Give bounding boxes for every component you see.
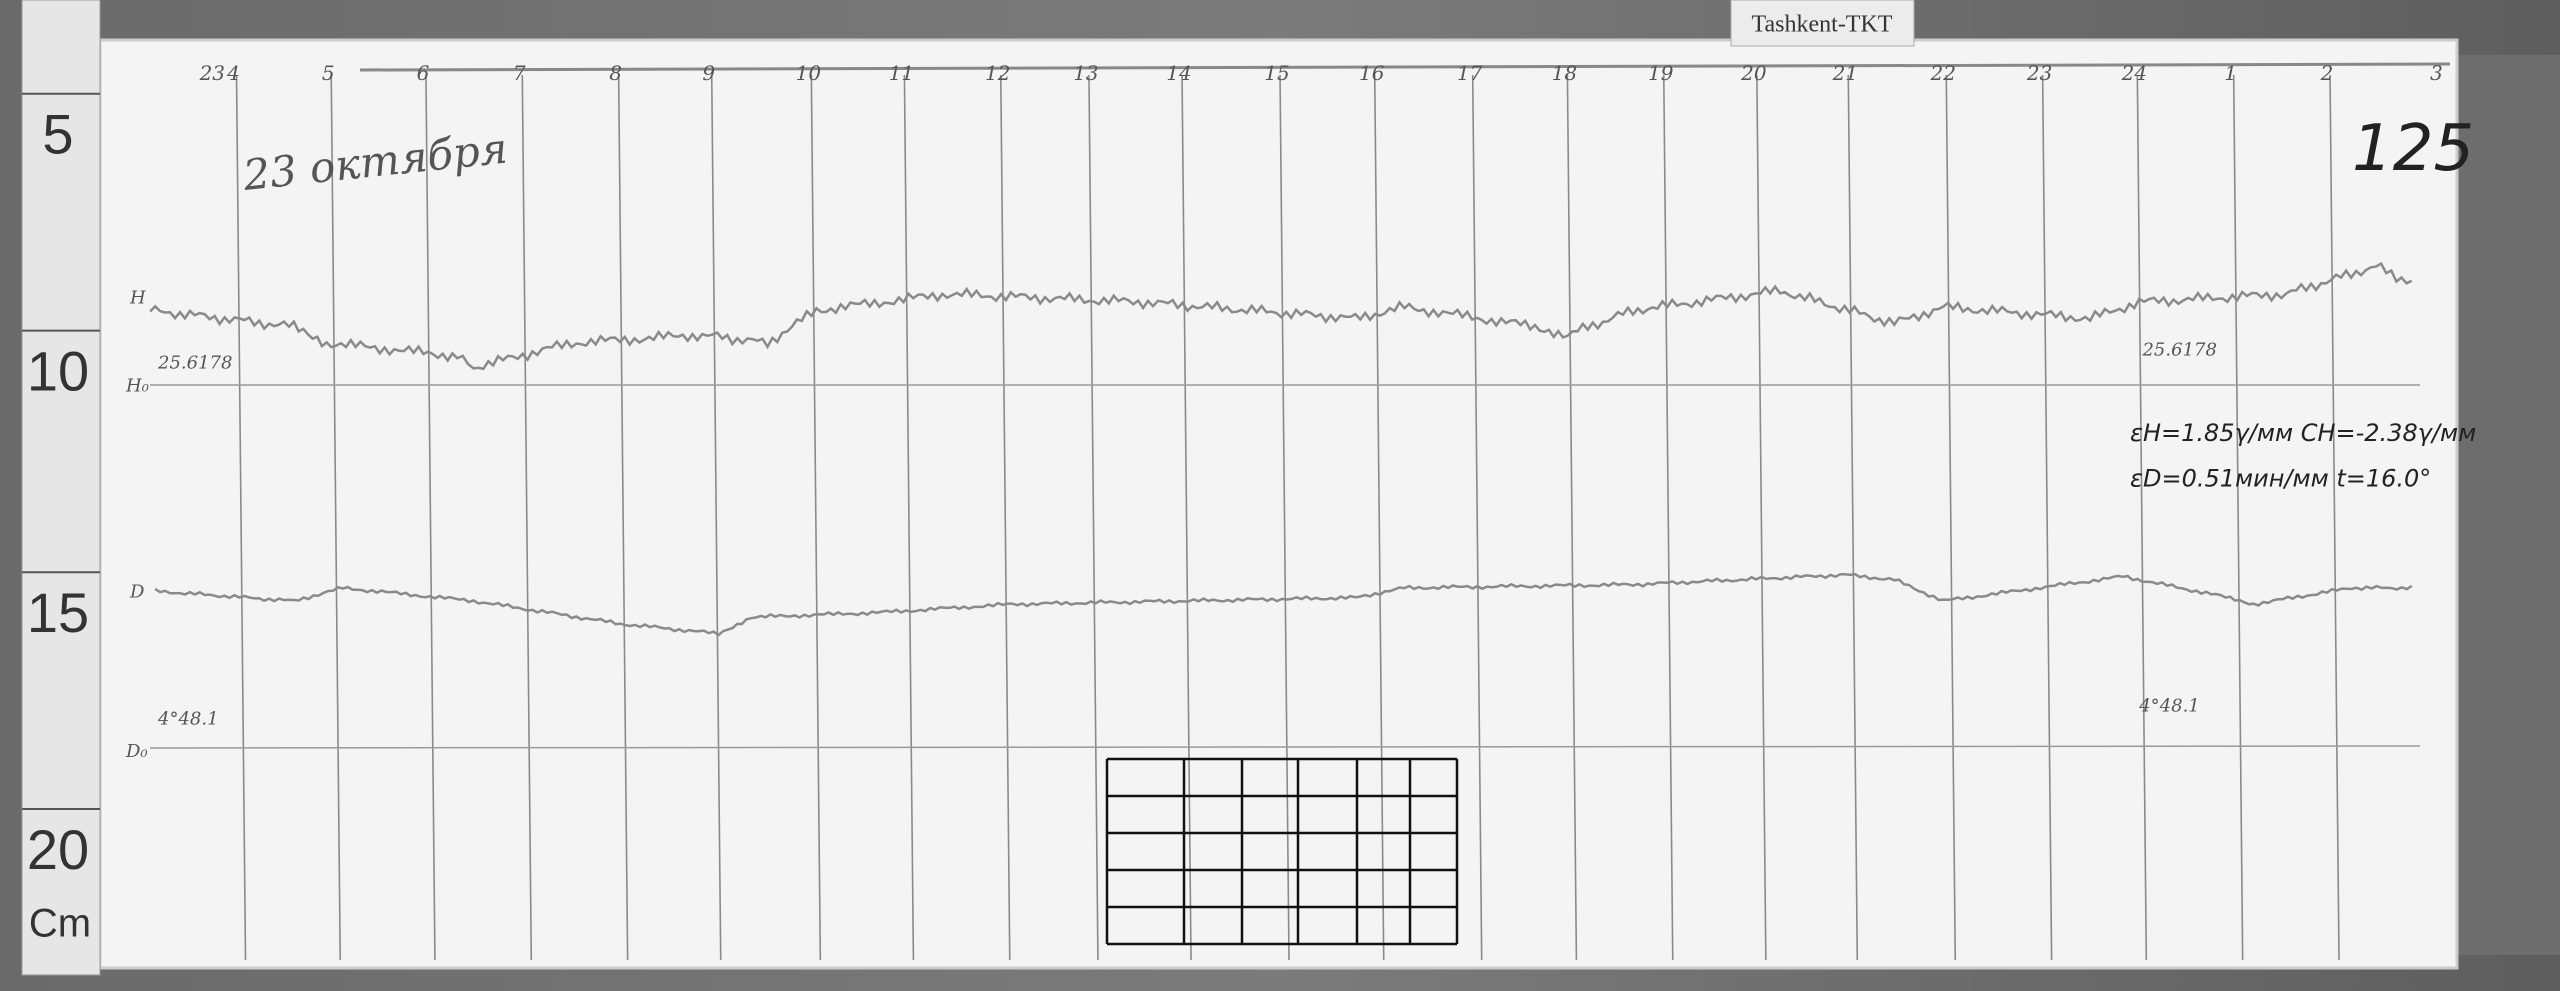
hour-label: 10 (796, 61, 822, 85)
trace-label: D (129, 582, 145, 603)
hour-line (1279, 74, 1290, 961)
hour-label: 21 (1832, 61, 1858, 85)
hour-label: 5 (322, 61, 335, 85)
baseline-d (149, 745, 2421, 749)
hour-label: 18 (1552, 61, 1577, 85)
hour-line (2136, 74, 2148, 961)
hour-label: 20 (1740, 61, 1767, 85)
scale-left: 25.6178 (157, 353, 232, 374)
scale-right: 4°48.1 (2138, 695, 2200, 716)
hour-label: 17 (1457, 61, 1483, 85)
hour-line (1471, 74, 1483, 961)
baseline-label: H₀ (125, 375, 149, 396)
label-tag (1730, 0, 1915, 47)
hour-line (1088, 74, 1099, 961)
hour-line (810, 74, 822, 961)
traces (149, 261, 2413, 637)
hour-label: 8 (609, 61, 622, 85)
hour-line (903, 74, 915, 961)
trace-label: H (129, 288, 146, 309)
hour-line (2232, 74, 2244, 961)
hour-label: 15 (1264, 61, 1289, 85)
hour-line (710, 74, 722, 961)
calibration-constant: εH=1.85γ/мм CH=-2.38γ/мм (2130, 419, 2476, 447)
hour-line (1847, 74, 1859, 961)
calibration-constant: εD=0.51мин/мм t=16.0° (2130, 465, 2431, 493)
ruler-mark: 5 (42, 103, 73, 166)
hour-label: 24 (2121, 61, 2147, 85)
hour-line (1945, 74, 1957, 961)
hour-label: 2 (2320, 61, 2334, 85)
hour-label: 9 (702, 61, 715, 85)
trace-line (149, 261, 2413, 371)
ruler-unit: Cm (29, 902, 91, 946)
sheet-number: 125 (2352, 112, 2474, 186)
scale-right: 25.6178 (2141, 339, 2216, 360)
hour-label: 19 (1648, 61, 1674, 85)
hour-line (425, 74, 436, 961)
ruler-mark: 10 (27, 339, 89, 402)
hour-label: 6 (417, 61, 430, 85)
hour-line (1566, 74, 1578, 961)
top-line (359, 62, 2451, 72)
hour-line (617, 74, 629, 961)
label-tag-text: Tashkent-TKT (1752, 12, 1893, 38)
hour-label: 23 (2026, 61, 2052, 85)
hour-line (1181, 74, 1192, 961)
hour-label: 12 (985, 61, 1010, 85)
hour-line (2329, 74, 2340, 961)
hour-label: 14 (1166, 61, 1191, 85)
hour-label: 7 (513, 61, 526, 85)
hour-label: 1 (2224, 61, 2237, 85)
hour-label: 16 (1359, 61, 1385, 85)
hour-label: 11 (889, 61, 914, 85)
trace-line (154, 572, 2413, 637)
hour-label: 22 (1930, 61, 1956, 85)
ruler-mark: 15 (27, 581, 89, 644)
calibration-grid (1105, 757, 1459, 946)
hour-label: 23 (199, 61, 225, 85)
hour-line (1662, 74, 1674, 961)
hour-line (330, 74, 342, 961)
hour-line (2041, 74, 2053, 961)
hour-grid (149, 62, 2451, 961)
ruler (21, 0, 101, 976)
chart-paper (100, 40, 2457, 968)
ruler-mark: 20 (27, 818, 89, 881)
baseline-label: D₀ (125, 741, 148, 762)
hour-line (521, 74, 533, 961)
hour-line (999, 74, 1011, 961)
hour-line (235, 74, 247, 961)
frame-right (2457, 55, 2560, 955)
hour-line (1756, 74, 1767, 961)
hour-line (1373, 74, 1385, 961)
hour-label: 3 (2430, 61, 2443, 85)
scale-left: 4°48.1 (157, 709, 219, 730)
hour-label: 13 (1073, 61, 1098, 85)
hour-label: 4 (226, 61, 240, 85)
